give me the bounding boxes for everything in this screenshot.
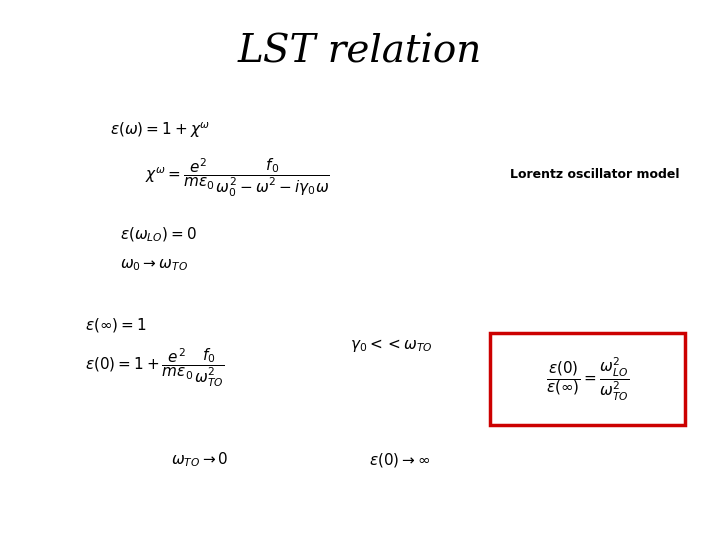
Text: $\varepsilon(\infty) = 1$: $\varepsilon(\infty) = 1$: [85, 316, 147, 334]
Text: LST relation: LST relation: [238, 33, 482, 71]
Text: Lorentz oscillator model: Lorentz oscillator model: [510, 168, 680, 181]
Text: $\chi^{\omega} = \dfrac{e^2}{m\varepsilon_0} \dfrac{f_0}{\omega_0^{2} - \omega^2: $\chi^{\omega} = \dfrac{e^2}{m\varepsilo…: [145, 157, 330, 199]
Text: $\omega_{TO} \rightarrow 0$: $\omega_{TO} \rightarrow 0$: [171, 451, 229, 469]
Text: $\dfrac{\varepsilon(0)}{\varepsilon(\infty)} = \dfrac{\omega_{LO}^{2}}{\omega_{T: $\dfrac{\varepsilon(0)}{\varepsilon(\inf…: [546, 355, 629, 403]
Text: $\omega_0 \rightarrow \omega_{TO}$: $\omega_0 \rightarrow \omega_{TO}$: [120, 257, 188, 273]
FancyBboxPatch shape: [490, 333, 685, 425]
Text: $\varepsilon(0) = 1 + \dfrac{e^2}{m\varepsilon_0} \dfrac{f_0}{\omega_{TO}^{2}}$: $\varepsilon(0) = 1 + \dfrac{e^2}{m\vare…: [85, 347, 225, 389]
Text: $\varepsilon(\omega) = 1 + \chi^{\omega}$: $\varepsilon(\omega) = 1 + \chi^{\omega}…: [110, 120, 210, 140]
Text: $\gamma_0 << \omega_{TO}$: $\gamma_0 << \omega_{TO}$: [350, 336, 433, 354]
Text: $\varepsilon(\omega_{LO}) = 0$: $\varepsilon(\omega_{LO}) = 0$: [120, 226, 197, 244]
Text: $\varepsilon(0) \rightarrow \infty$: $\varepsilon(0) \rightarrow \infty$: [369, 451, 431, 469]
